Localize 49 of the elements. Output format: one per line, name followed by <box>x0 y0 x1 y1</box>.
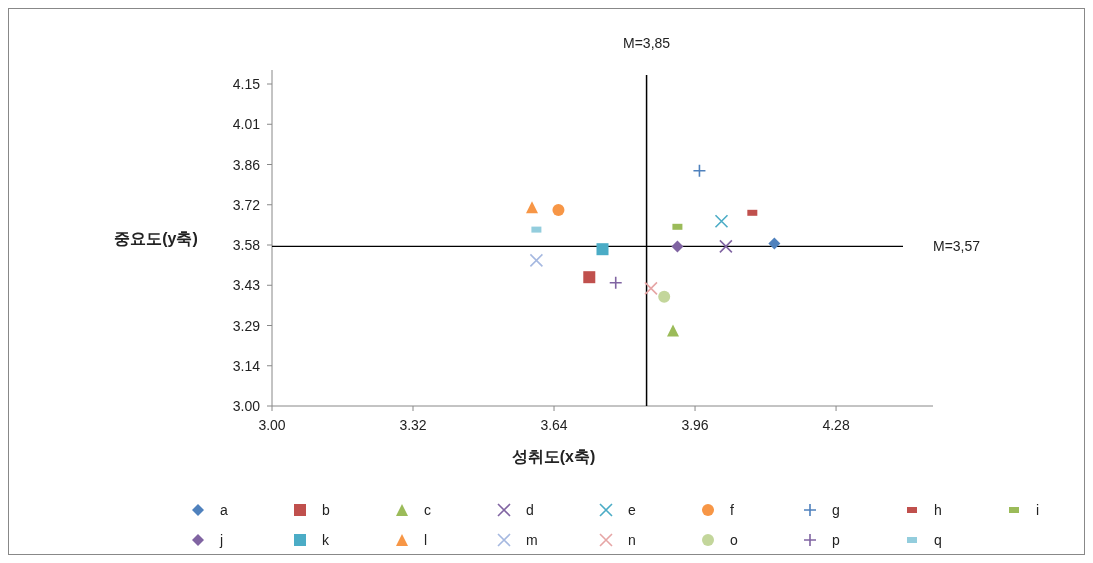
point <box>552 204 565 216</box>
point <box>583 271 596 284</box>
point <box>671 240 684 253</box>
ref-line-label: M=3,85 <box>623 35 671 51</box>
legend-label: p <box>832 532 840 548</box>
legend-label: i <box>1036 502 1040 518</box>
y-tick-label: 3.86 <box>232 156 261 173</box>
legend-label: n <box>628 532 636 548</box>
legend-label: c <box>424 502 431 518</box>
x-axis-title: 성취도(x축) <box>511 448 596 465</box>
y-tick-label: 3.00 <box>232 398 261 414</box>
y-tick-label: 4.15 <box>232 76 261 92</box>
legend-label: j <box>219 532 224 548</box>
legend-label: f <box>730 502 734 518</box>
legend-label: o <box>730 532 738 548</box>
point <box>714 214 729 228</box>
legend-label: b <box>322 502 330 518</box>
legend-label: l <box>424 532 428 548</box>
legend-label: d <box>526 502 534 518</box>
point <box>658 290 671 303</box>
legend-label: q <box>934 532 942 548</box>
x-tick-label: 3.96 <box>681 417 709 433</box>
point <box>692 164 707 178</box>
x-tick-label: 3.00 <box>258 417 286 433</box>
point <box>608 276 623 290</box>
y-tick-label: 4.01 <box>232 116 261 133</box>
legend-label: m <box>526 532 538 548</box>
legend-label: a <box>220 502 228 518</box>
point <box>529 253 544 268</box>
legend-label: e <box>628 502 636 518</box>
y-tick-label: 3.29 <box>232 317 261 334</box>
y-tick-label: 3.72 <box>232 196 261 213</box>
point <box>719 239 733 254</box>
y-tick-label: 3.14 <box>232 357 261 374</box>
ref-line-label: M=3,57 <box>933 238 981 255</box>
point <box>667 324 680 337</box>
point <box>596 243 609 256</box>
legend-label: g <box>832 502 840 518</box>
point <box>768 237 781 250</box>
y-tick-label: 3.58 <box>232 237 261 253</box>
y-tick-label: 3.43 <box>232 277 261 294</box>
x-tick-label: 3.32 <box>399 417 427 433</box>
point <box>644 281 658 296</box>
y-axis-title: 중요도(y축) <box>114 230 198 247</box>
x-tick-label: 3.64 <box>540 417 568 433</box>
point <box>525 201 538 214</box>
legend-label: h <box>934 502 942 518</box>
legend-label: k <box>322 532 330 548</box>
x-tick-label: 4.28 <box>822 417 850 433</box>
